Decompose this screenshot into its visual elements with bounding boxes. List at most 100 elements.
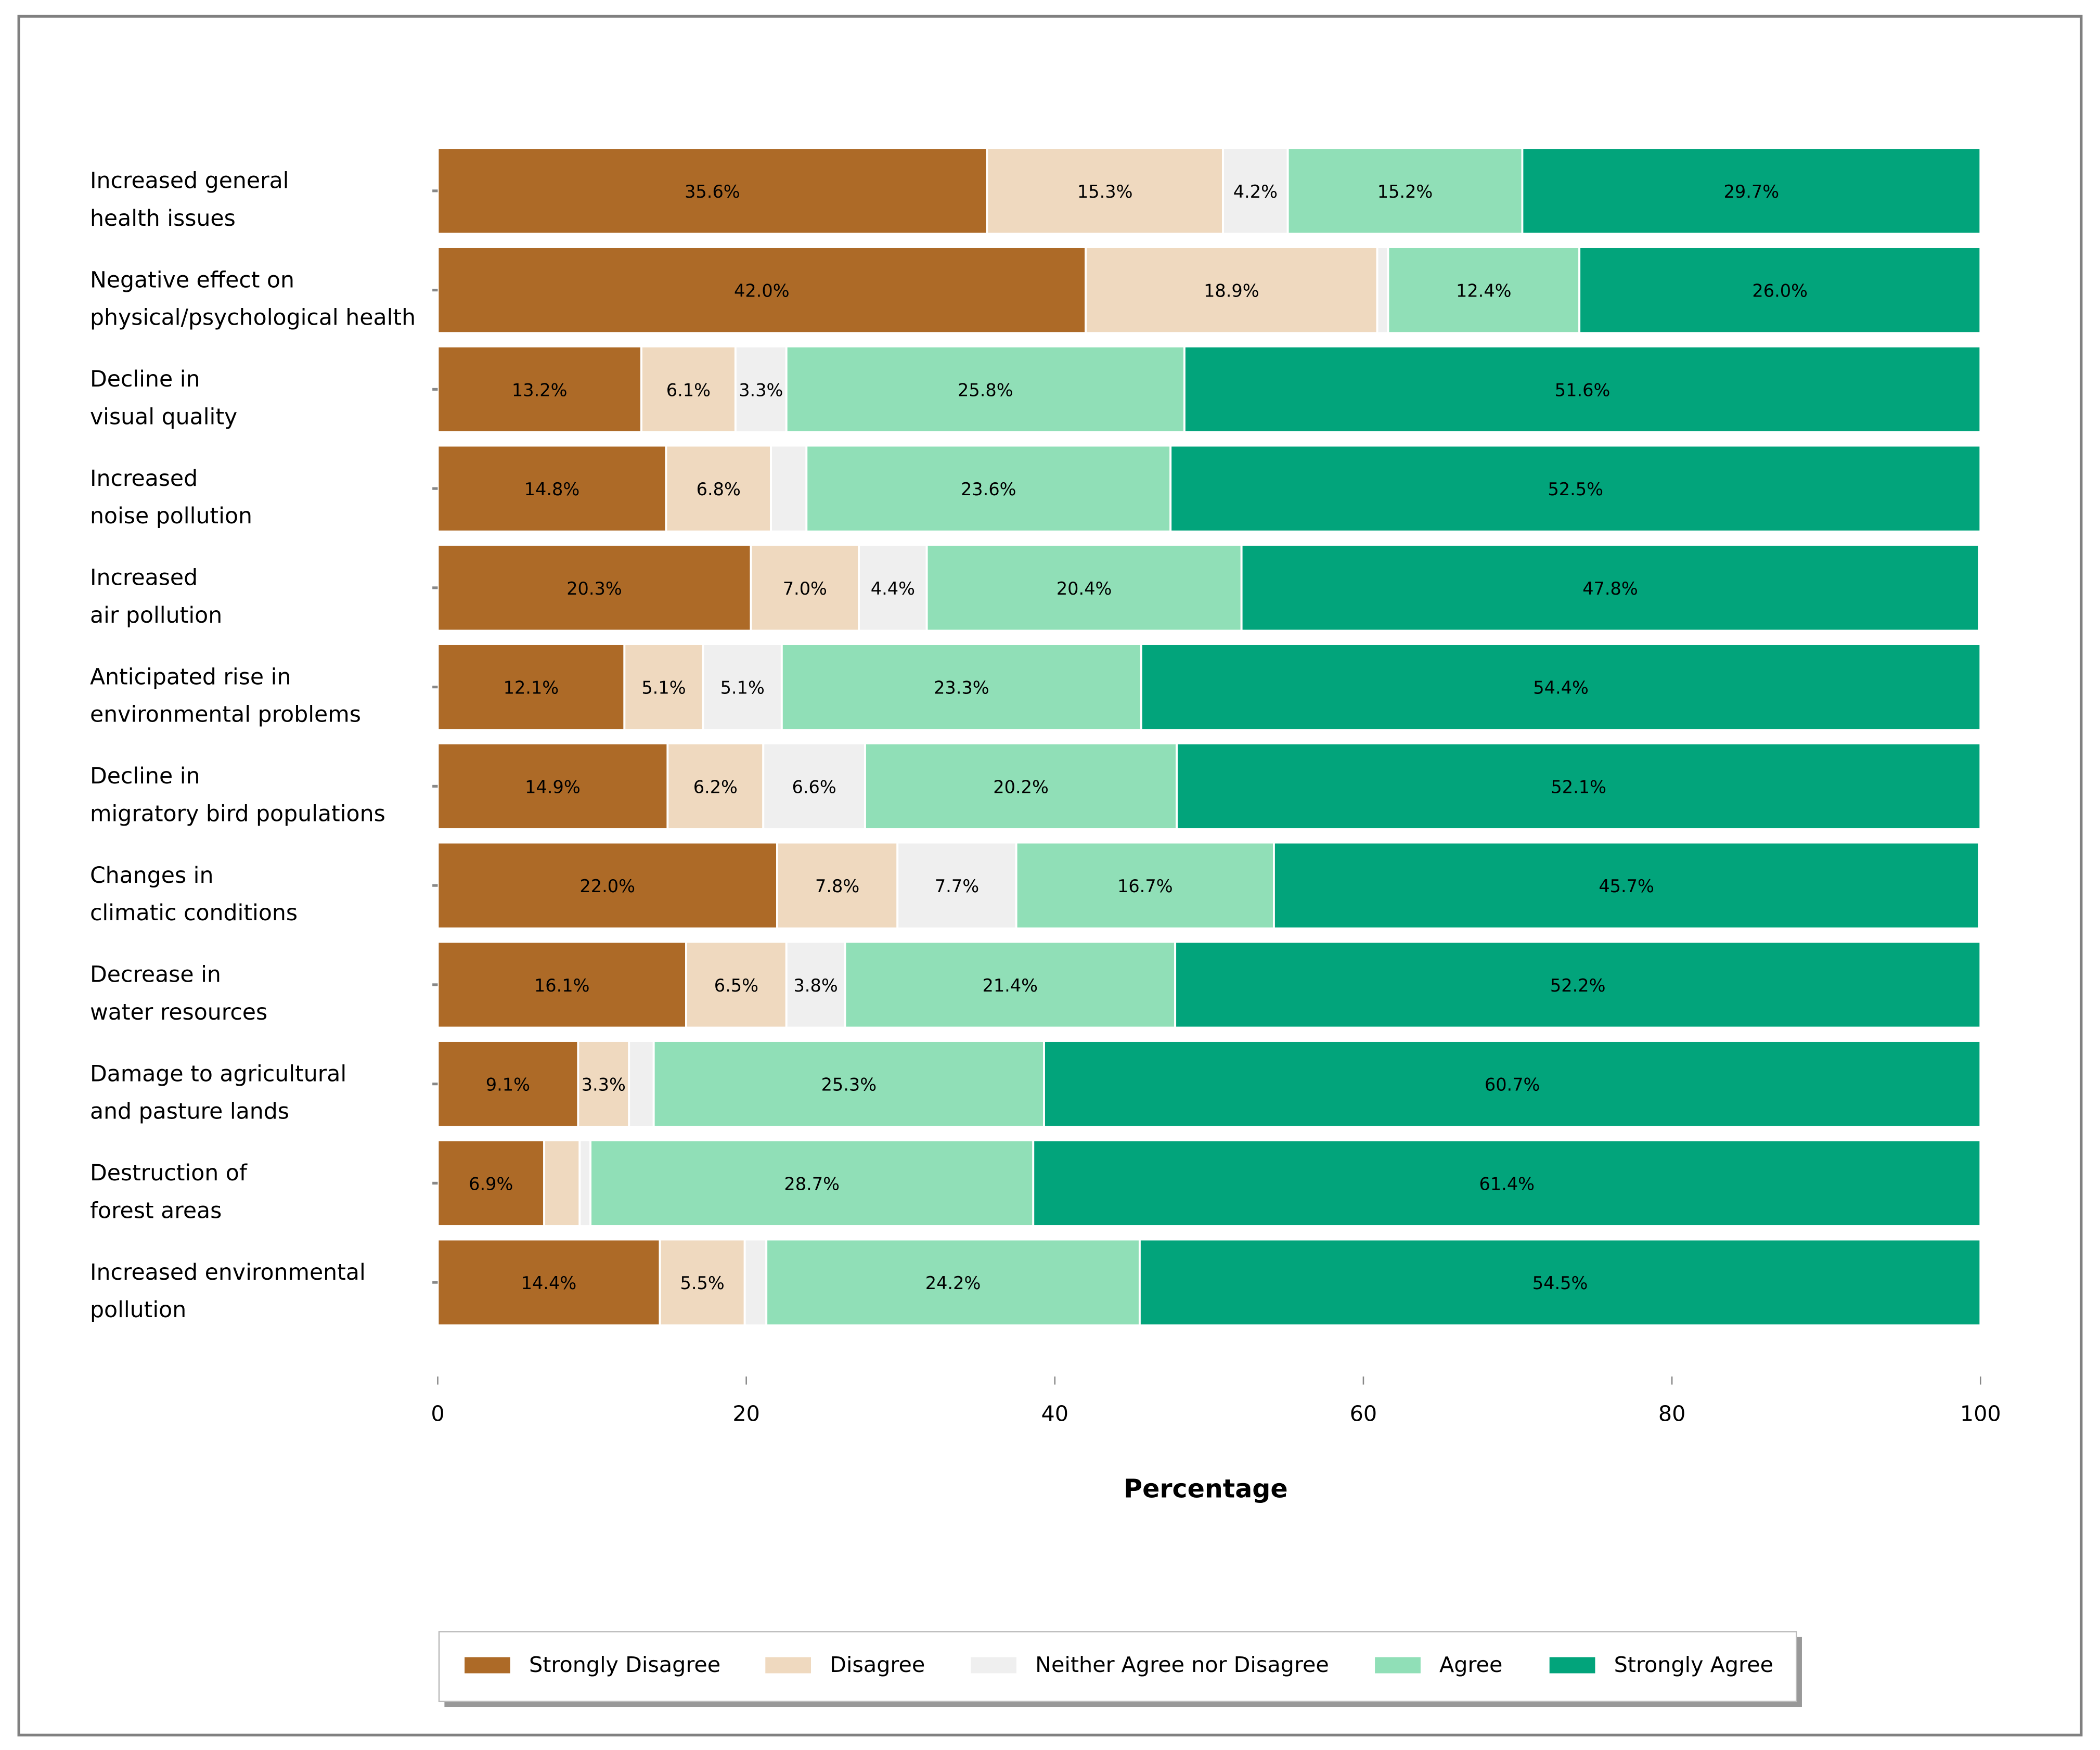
category-label: climatic conditions xyxy=(90,900,298,926)
category-label: Decrease in xyxy=(90,962,221,988)
legend-label: Agree xyxy=(1439,1652,1502,1677)
data-label: 14.9% xyxy=(525,777,581,797)
data-label: 12.1% xyxy=(504,678,559,698)
bar-segment xyxy=(734,345,788,433)
data-label: 4.2% xyxy=(1233,182,1278,202)
bar-segment xyxy=(1015,841,1275,930)
bar-segment xyxy=(1138,1238,1982,1327)
bar-segment xyxy=(1174,941,1982,1029)
data-label: 52.2% xyxy=(1550,975,1606,996)
data-label: 25.3% xyxy=(821,1075,877,1095)
x-tick-label: 80 xyxy=(1658,1401,1686,1426)
legend-swatch xyxy=(1375,1657,1421,1674)
data-label: 13.2% xyxy=(512,380,568,400)
data-label: 54.4% xyxy=(1533,678,1589,698)
bar-segment xyxy=(1376,246,1389,334)
data-label: 54.5% xyxy=(1532,1273,1588,1293)
category-label: Increased environmental xyxy=(90,1259,366,1285)
category-label: Decline in xyxy=(90,366,200,392)
bar-segment xyxy=(436,643,626,731)
data-label: 3.3% xyxy=(582,1075,626,1095)
bar-segment xyxy=(858,544,928,632)
bar-segment xyxy=(577,1040,630,1128)
category-label: visual quality xyxy=(90,404,237,430)
x-tick-label: 60 xyxy=(1350,1401,1377,1426)
category-label: Damage to agricultural xyxy=(90,1061,346,1087)
bar-segment xyxy=(436,941,687,1029)
category-label: Destruction of xyxy=(90,1160,248,1186)
category-label: water resources xyxy=(90,999,267,1025)
category-label: Increased xyxy=(90,466,198,492)
bar-segment xyxy=(1273,841,1980,930)
bar-segment xyxy=(702,643,783,731)
data-label: 35.6% xyxy=(685,182,740,202)
data-label: 20.2% xyxy=(993,777,1049,797)
data-label: 24.2% xyxy=(925,1273,981,1293)
category-label: Negative effect on xyxy=(90,267,294,293)
category-label: health issues xyxy=(90,205,236,231)
bar-segment xyxy=(844,941,1177,1029)
data-label: 12.4% xyxy=(1456,281,1512,301)
bar-segment xyxy=(436,1238,661,1327)
data-label: 21.4% xyxy=(982,975,1038,996)
x-axis-ticks: 0 20 40 60 80 100 xyxy=(431,1376,2001,1426)
bar-segment xyxy=(1578,246,1982,334)
data-label: 60.7% xyxy=(1485,1075,1540,1095)
data-label: 26.0% xyxy=(1752,281,1808,301)
data-label: 22.0% xyxy=(579,876,635,896)
data-label: 5.5% xyxy=(680,1273,724,1293)
legend-swatch xyxy=(765,1657,811,1674)
data-label: 6.1% xyxy=(666,380,711,400)
data-label: 20.4% xyxy=(1057,578,1112,599)
data-label: 7.0% xyxy=(783,578,827,599)
data-label: 7.8% xyxy=(815,876,859,896)
data-label: 6.2% xyxy=(693,777,738,797)
bar-segment xyxy=(770,444,808,533)
x-tick-label: 20 xyxy=(732,1401,760,1426)
category-label: Decline in xyxy=(90,763,200,789)
bar-segment xyxy=(436,147,988,235)
bar-segment xyxy=(765,1238,1141,1327)
data-label: 29.7% xyxy=(1724,182,1780,202)
data-label: 52.5% xyxy=(1548,479,1603,499)
legend: Strongly Disagree Disagree Neither Agree n… xyxy=(438,1631,1802,1707)
category-labels: Increased general health issues Negative e… xyxy=(90,168,438,1323)
data-label: 3.8% xyxy=(793,975,838,996)
category-label: Anticipated rise in xyxy=(90,664,291,690)
data-label: 16.1% xyxy=(534,975,590,996)
bar-segment xyxy=(780,643,1142,731)
data-label: 9.1% xyxy=(486,1075,530,1095)
data-label: 14.4% xyxy=(521,1273,577,1293)
data-label: 16.7% xyxy=(1117,876,1173,896)
bar-segment xyxy=(1183,345,1982,433)
data-label: 28.7% xyxy=(784,1174,840,1194)
legend-swatch xyxy=(465,1657,510,1674)
data-label: 42.0% xyxy=(734,281,790,301)
data-label: 6.5% xyxy=(714,975,758,996)
bar-segment xyxy=(1085,246,1378,334)
category-label: forest areas xyxy=(90,1198,222,1224)
bar-segment xyxy=(623,643,704,731)
category-label: Changes in xyxy=(90,863,214,889)
bar-segment xyxy=(436,246,1087,334)
bar-segment xyxy=(986,147,1225,235)
data-label: 15.3% xyxy=(1077,182,1133,202)
data-label: 15.2% xyxy=(1377,182,1433,202)
data-label: 23.6% xyxy=(961,479,1016,499)
bar-segment xyxy=(1032,1139,1982,1227)
bar-segment xyxy=(1140,643,1982,731)
data-label: 6.6% xyxy=(792,777,836,797)
x-tick-label: 0 xyxy=(431,1401,444,1426)
data-label: 47.8% xyxy=(1582,578,1638,599)
category-label: environmental problems xyxy=(90,702,361,728)
x-tick-label: 40 xyxy=(1041,1401,1069,1426)
bar-segment xyxy=(589,1139,1035,1227)
x-axis-title: Percentage xyxy=(1124,1473,1287,1503)
data-label: 4.4% xyxy=(871,578,915,599)
data-label: 7.7% xyxy=(935,876,979,896)
category-label: physical/psychological health xyxy=(90,305,416,331)
bar-segment xyxy=(1169,444,1982,533)
bar-segment xyxy=(1240,544,1980,632)
data-label: 18.9% xyxy=(1204,281,1259,301)
data-label: 5.1% xyxy=(720,678,765,698)
